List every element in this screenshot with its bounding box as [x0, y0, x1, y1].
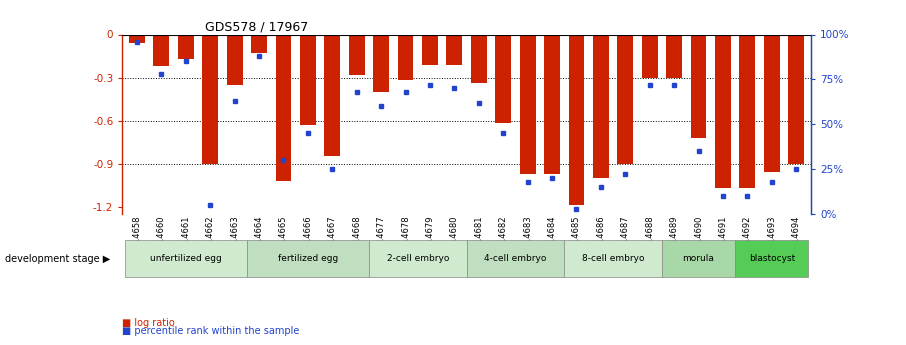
Bar — [617, 34, 633, 164]
Text: blastocyst: blastocyst — [748, 254, 795, 263]
Text: unfertilized egg: unfertilized egg — [149, 254, 222, 263]
Bar — [153, 34, 169, 66]
Bar — [739, 34, 756, 188]
Bar — [662, 240, 735, 277]
Text: fertilized egg: fertilized egg — [278, 254, 338, 263]
Bar — [735, 240, 808, 277]
Bar — [593, 34, 609, 178]
Text: 4-cell embryo: 4-cell embryo — [484, 254, 546, 263]
Bar — [788, 34, 805, 164]
Text: development stage ▶: development stage ▶ — [5, 254, 110, 264]
Bar — [178, 34, 194, 59]
Bar — [324, 34, 341, 157]
Bar — [690, 34, 707, 138]
Text: morula: morula — [682, 254, 715, 263]
Bar — [666, 34, 682, 78]
Bar — [226, 34, 243, 85]
Bar — [569, 34, 584, 205]
Bar — [641, 34, 658, 78]
Text: ■ percentile rank within the sample: ■ percentile rank within the sample — [122, 326, 300, 336]
Bar — [467, 240, 564, 277]
Bar — [349, 34, 364, 75]
Bar — [471, 34, 487, 83]
Bar — [251, 34, 267, 53]
Text: 8-cell embryo: 8-cell embryo — [582, 254, 644, 263]
Bar — [246, 240, 369, 277]
Bar — [715, 34, 731, 188]
Bar — [398, 34, 413, 80]
Text: GDS578 / 17967: GDS578 / 17967 — [205, 20, 308, 33]
Text: 2-cell embryo: 2-cell embryo — [387, 254, 449, 263]
Bar — [129, 34, 145, 43]
Bar — [422, 34, 438, 65]
Bar — [275, 34, 292, 181]
Bar — [564, 240, 662, 277]
Bar — [369, 240, 467, 277]
Bar — [496, 34, 511, 124]
Bar — [202, 34, 218, 164]
Text: ■ log ratio: ■ log ratio — [122, 318, 175, 327]
Bar — [373, 34, 389, 92]
Bar — [125, 240, 246, 277]
Bar — [520, 34, 535, 174]
Bar — [545, 34, 560, 174]
Bar — [447, 34, 462, 65]
Bar — [764, 34, 780, 172]
Bar — [300, 34, 316, 125]
